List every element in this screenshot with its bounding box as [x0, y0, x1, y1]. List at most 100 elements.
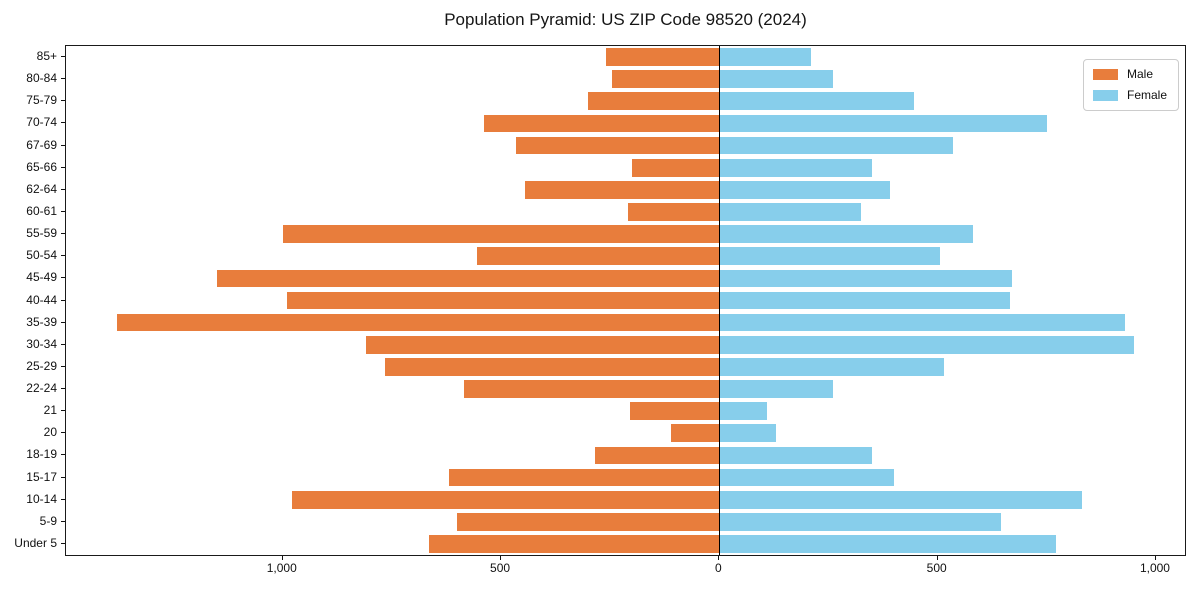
bar-male-22-24: [463, 380, 720, 398]
male-swatch: [1092, 68, 1118, 80]
x-tick-label: 500: [490, 561, 511, 575]
y-tick-label: 25-29: [26, 358, 57, 373]
y-tick-label: 55-59: [26, 226, 57, 241]
y-tick-label: 20: [43, 425, 57, 440]
bar-male-85+: [605, 48, 720, 66]
bar-female-62-64: [719, 180, 890, 199]
x-tick-label: 0: [715, 561, 722, 575]
bar-female-80-84: [719, 70, 833, 89]
bar-female-10-14: [719, 490, 1082, 509]
bar-female-85+: [719, 48, 812, 66]
bar-female-60-61: [719, 203, 862, 221]
x-tick-label: 500: [926, 561, 947, 575]
bar-female-67-69: [719, 136, 953, 155]
y-tick-label: 40-44: [26, 292, 57, 307]
zero-axis-line: [718, 46, 721, 555]
x-tick-mark: [718, 556, 720, 560]
y-tick-label: 60-61: [26, 203, 57, 218]
x-tick-mark: [500, 556, 502, 560]
x-tick-label: 1,000: [1139, 561, 1170, 575]
y-tick-mark: [61, 166, 65, 168]
bar-female-75-79: [719, 92, 914, 111]
y-tick-label: 65-66: [26, 159, 57, 174]
bar-male-45-49: [217, 269, 720, 288]
bar-female-35-39: [719, 313, 1126, 332]
bar-female-15-17: [719, 468, 894, 487]
bar-female-20: [719, 424, 777, 443]
y-tick-label: 10-14: [26, 491, 57, 506]
legend-male-label: Male: [1126, 67, 1153, 81]
bar-male-50-54: [477, 247, 720, 266]
y-tick-mark: [61, 144, 65, 146]
bar-male-62-64: [525, 180, 720, 199]
y-tick-label: 18-19: [26, 447, 57, 462]
y-tick-mark: [61, 56, 65, 58]
bar-female-45-49: [719, 269, 1012, 288]
bar-female-70-74: [719, 114, 1047, 133]
bar-male-65-66: [632, 158, 720, 177]
y-tick-label: 50-54: [26, 248, 57, 263]
bar-female-21: [719, 402, 768, 420]
y-tick-mark: [61, 78, 65, 80]
y-tick-mark: [61, 542, 65, 544]
bar-male-40-44: [287, 291, 720, 310]
y-tick-label: Under 5: [14, 535, 57, 550]
x-tick-mark: [281, 556, 283, 560]
y-tick-label: 21: [43, 403, 57, 418]
bar-male-20: [671, 424, 720, 443]
y-tick-mark: [61, 498, 65, 500]
y-tick-mark: [61, 122, 65, 124]
y-tick-mark: [61, 388, 65, 390]
y-tick-mark: [61, 432, 65, 434]
bar-male-55-59: [282, 225, 720, 243]
y-tick-mark: [61, 210, 65, 212]
y-tick-mark: [61, 188, 65, 190]
bar-female-55-59: [719, 225, 973, 243]
chart-title: Population Pyramid: US ZIP Code 98520 (2…: [444, 10, 807, 29]
bar-female-50-54: [719, 247, 940, 266]
bar-male-10-14: [291, 490, 720, 509]
y-tick-label: 15-17: [26, 469, 57, 484]
x-tick-label: 1,000: [266, 561, 297, 575]
y-tick-mark: [61, 233, 65, 235]
bar-male-21: [629, 402, 720, 420]
y-tick-label: 35-39: [26, 314, 57, 329]
plot-area: Male Female: [65, 45, 1186, 556]
y-tick-label: 45-49: [26, 270, 57, 285]
legend-female-label: Female: [1126, 88, 1167, 102]
y-tick-label: 80-84: [26, 71, 57, 86]
bar-female-5-9: [719, 512, 1001, 531]
bar-male-70-74: [483, 114, 720, 133]
bar-male-25-29: [385, 358, 720, 376]
x-tick-mark: [936, 556, 938, 560]
bar-male-15-17: [448, 468, 720, 487]
y-tick-mark: [61, 321, 65, 323]
y-tick-label: 85+: [36, 49, 57, 64]
y-tick-mark: [61, 410, 65, 412]
bar-male-80-84: [612, 70, 720, 89]
y-tick-mark: [61, 520, 65, 522]
y-tick-mark: [61, 255, 65, 257]
bar-male-5-9: [457, 512, 720, 531]
legend: Male Female: [1082, 59, 1179, 111]
y-tick-mark: [61, 454, 65, 456]
bar-male-35-39: [116, 313, 720, 332]
y-tick-label: 62-64: [26, 181, 57, 196]
bar-female-30-34: [719, 335, 1135, 354]
y-tick-mark: [61, 299, 65, 301]
bar-male-30-34: [365, 335, 720, 354]
bar-female-22-24: [719, 380, 833, 398]
female-swatch: [1092, 89, 1118, 101]
bar-female-18-19: [719, 446, 873, 465]
y-tick-mark: [61, 476, 65, 478]
y-tick-mark: [61, 277, 65, 279]
x-tick-mark: [1154, 556, 1156, 560]
legend-entry-female: Female: [1092, 88, 1167, 102]
y-tick-mark: [61, 365, 65, 367]
legend-entry-male: Male: [1092, 67, 1167, 81]
bar-male-Under 5: [429, 535, 720, 553]
y-tick-label: 22-24: [26, 381, 57, 396]
bar-female-25-29: [719, 358, 945, 376]
bar-male-18-19: [594, 446, 720, 465]
